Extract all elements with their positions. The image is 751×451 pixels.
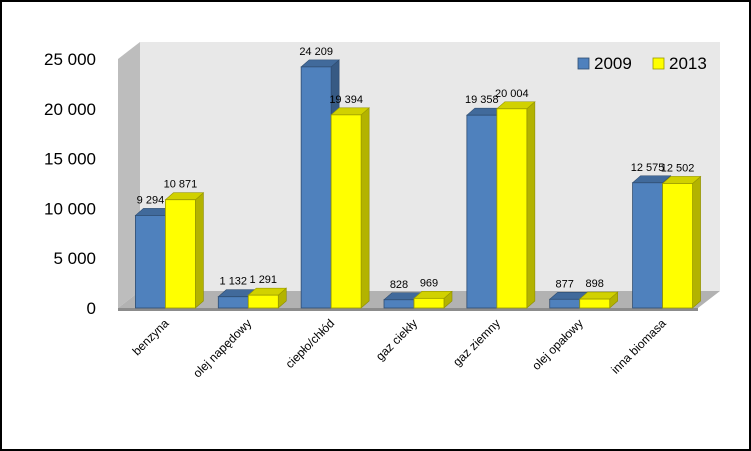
bar-front <box>247 294 279 309</box>
data-label: 9 294 <box>137 194 165 206</box>
side-wall <box>118 42 140 308</box>
legend-swatch <box>577 57 590 70</box>
legend-swatch <box>652 57 665 70</box>
bar-front <box>165 199 196 309</box>
bar-front <box>217 296 249 309</box>
legend-label: 2013 <box>669 54 707 73</box>
data-label: 19 394 <box>329 94 363 106</box>
y-tick-label: 10 000 <box>44 199 96 218</box>
bar <box>661 175 702 309</box>
bar-front <box>496 108 528 309</box>
bar <box>578 291 619 309</box>
y-tick-label: 5 000 <box>53 249 96 268</box>
bar <box>496 101 536 309</box>
legend: 2009 2013 <box>577 54 707 73</box>
bar-side <box>526 101 536 309</box>
bar-front <box>383 299 415 309</box>
bar-front <box>632 182 663 309</box>
data-label: 828 <box>390 279 408 291</box>
legend-label: 2009 <box>594 54 632 73</box>
bar-front <box>135 215 166 309</box>
data-label: 10 871 <box>164 179 198 191</box>
bar-front <box>579 298 611 309</box>
bar-front <box>662 183 693 309</box>
bar-front <box>330 114 362 309</box>
data-label: 1 291 <box>250 274 278 286</box>
bar-front <box>300 66 332 309</box>
bar-front <box>466 114 498 309</box>
data-label: 898 <box>586 278 604 290</box>
y-tick-label: 20 000 <box>44 100 96 119</box>
data-label: 877 <box>556 278 574 290</box>
plot-background <box>118 42 720 311</box>
data-label: 12 502 <box>661 162 695 174</box>
data-label: 24 209 <box>299 46 333 58</box>
bar <box>330 107 370 309</box>
bar <box>164 192 205 309</box>
bar <box>413 290 453 309</box>
bar-side <box>360 107 370 309</box>
data-label: 20 004 <box>495 88 529 100</box>
back-wall <box>140 42 720 291</box>
bar-side <box>195 192 204 309</box>
bar <box>247 287 288 309</box>
bar-front <box>413 297 445 309</box>
data-label: 12 575 <box>631 162 665 174</box>
bar-side <box>692 175 701 309</box>
data-label: 969 <box>420 277 438 289</box>
floor-edge <box>118 308 698 311</box>
bar-front <box>549 298 581 309</box>
y-tick-label: 25 000 <box>44 50 96 69</box>
y-tick-label: 15 000 <box>44 150 96 169</box>
y-tick-label: 0 <box>87 299 96 318</box>
data-label: 1 132 <box>220 276 248 288</box>
data-label: 19 358 <box>465 94 499 106</box>
y-axis: 0 5 000 10 000 15 000 20 000 25 000 <box>44 50 96 318</box>
bars: 9 294 10 871 1 132 1 291 24 209 19 394 828 969 1… <box>134 46 702 309</box>
